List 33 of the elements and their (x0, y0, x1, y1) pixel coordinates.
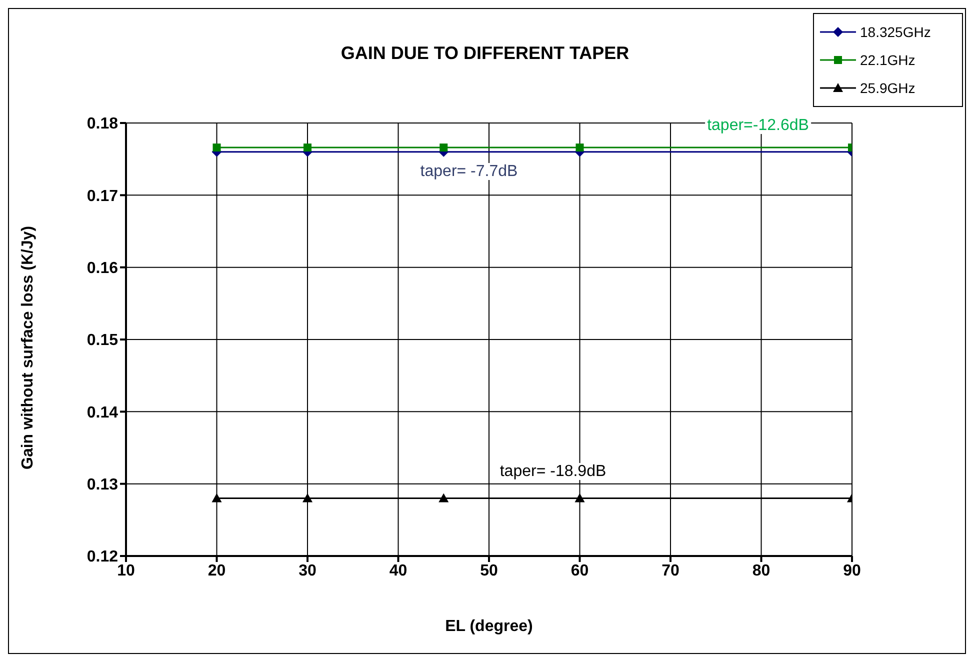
point (574, 493, 585, 502)
x-tick-label: 80 (752, 562, 770, 580)
legend-label: 18.325GHz (860, 24, 931, 40)
legend-label: 22.1GHz (860, 52, 916, 68)
y-tick-label: 0.16 (86, 260, 118, 278)
point (212, 144, 221, 152)
y-axis-title: Gain without surface loss (K/Jy) (20, 226, 37, 470)
x-axis-title: EL (degree) (445, 618, 533, 635)
point (576, 144, 584, 152)
y-tick-label: 0.14 (86, 404, 118, 422)
chart-title: GAIN DUE TO DIFFERENT TAPER (340, 43, 630, 64)
point (304, 144, 312, 152)
y-tick-label: 0.18 (86, 116, 118, 133)
point (212, 493, 222, 502)
x-tick-label: 60 (570, 562, 589, 580)
x-tick-label: 10 (117, 562, 135, 580)
point (438, 493, 449, 502)
legend-label: 25.9GHz (860, 80, 916, 96)
y-tick-label: 0.13 (86, 476, 118, 494)
y-tick-label: 0.12 (86, 548, 118, 566)
point (302, 493, 312, 502)
x-tick-label: 70 (662, 562, 680, 580)
x-tick-label: 40 (389, 562, 408, 580)
x-tick-label: 90 (843, 562, 861, 580)
x-tick-label: 20 (208, 562, 226, 580)
annotation: taper= -18.9dB (498, 463, 608, 480)
x-tick-label: 30 (298, 562, 316, 580)
x-tick-label: 50 (480, 562, 498, 580)
annotation: taper=-12.6dB (705, 117, 811, 134)
y-tick-label: 0.17 (86, 188, 118, 205)
annotation: taper= -7.7dB (418, 163, 520, 180)
y-tick-label: 0.15 (86, 332, 118, 350)
point (440, 144, 448, 152)
